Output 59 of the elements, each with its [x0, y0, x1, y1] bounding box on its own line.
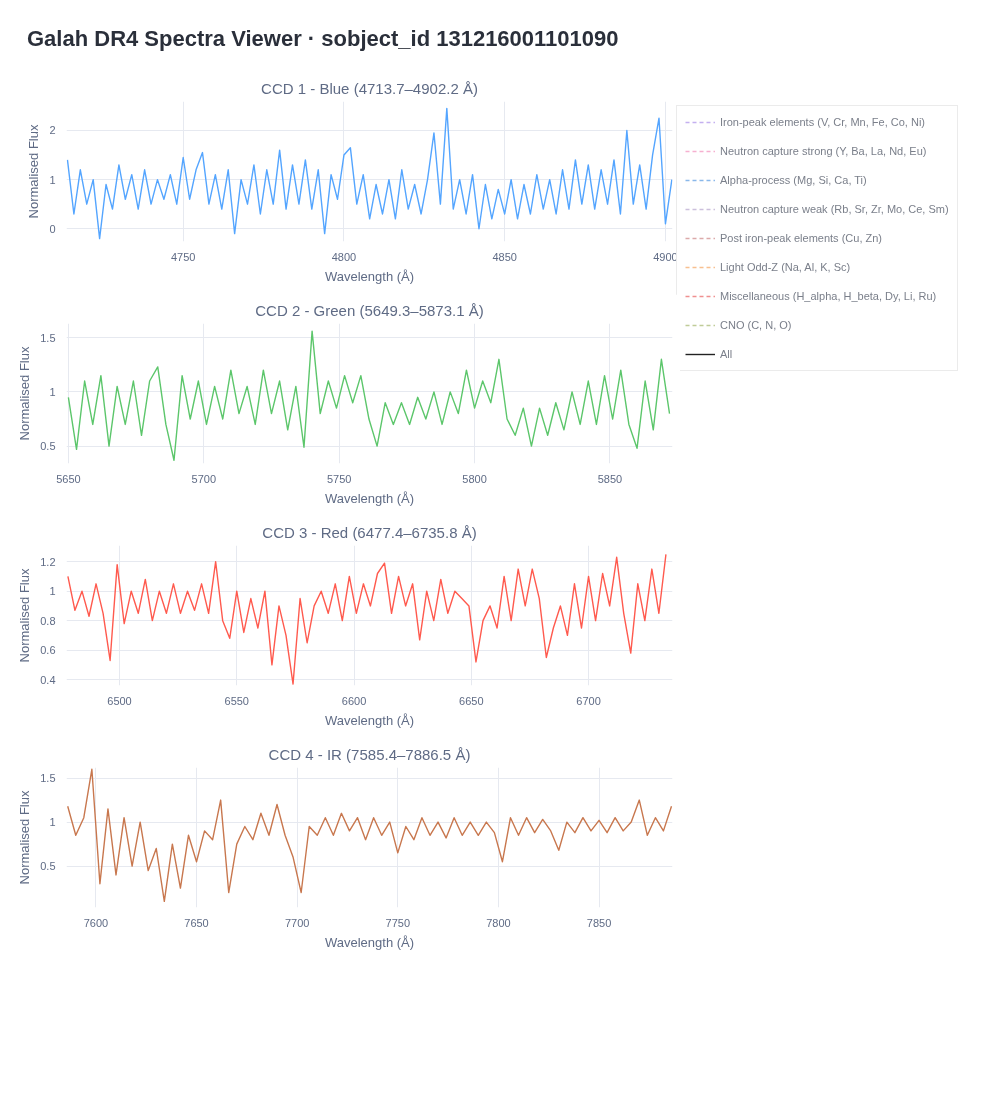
x-tick-label: 5850	[597, 472, 623, 485]
y-tick-label: 0.5	[40, 440, 56, 453]
chart-title: CCD 2 - Green (5649.3–5873.1 Å)	[255, 301, 484, 319]
x-axis-title: Wavelength (Å)	[324, 712, 415, 728]
y-tick-label: 0.8	[40, 614, 56, 627]
x-tick-label: 7850	[586, 916, 612, 929]
legend-label: Miscellaneous (H_alpha, H_beta, Dy, Li, Ru)	[720, 289, 937, 304]
x-tick-label: 7750	[385, 916, 411, 929]
y-tick-label: 1	[49, 173, 56, 186]
legend-label: Post iron-peak elements (Cu, Zn)	[720, 231, 883, 246]
legend-label: Neutron capture weak (Rb, Sr, Zr, Mo, Ce, Sm)	[720, 202, 949, 217]
y-tick-label: 1.5	[40, 331, 56, 344]
legend-label: Light Odd-Z (Na, Al, K, Sc)	[720, 260, 851, 275]
x-tick-label: 6600	[341, 694, 367, 707]
text: Galah DR4 Spectra Viewer · sobject_id 131216001101090	[27, 26, 619, 51]
x-axis-title: Wavelength (Å)	[324, 934, 415, 950]
x-tick-label: 6650	[459, 694, 484, 707]
x-tick-label: 5800	[462, 472, 487, 485]
y-tick-label: 0.5	[40, 860, 56, 873]
x-tick-label: 4850	[492, 250, 517, 263]
y-tick-label: 0	[49, 222, 56, 235]
chart-title: CCD 1 - Blue (4713.7–4902.2 Å)	[261, 79, 478, 97]
y-tick-label: 0.4	[40, 673, 56, 686]
x-tick-label: 7650	[184, 916, 209, 929]
line-series	[67, 330, 671, 461]
y-axis-title: Normalised Flux	[17, 346, 33, 441]
legend-label: Alpha-process (Mg, Si, Ca, Ti)	[720, 173, 867, 188]
x-tick-label: 6700	[576, 694, 601, 707]
x-tick-label: 6550	[224, 694, 250, 707]
x-tick-label: 4800	[331, 250, 357, 263]
y-axis-title: Normalised Flux	[26, 124, 42, 219]
y-tick-label: 2	[49, 124, 56, 137]
y-tick-label: 1.2	[40, 555, 56, 568]
y-tick-label: 0.6	[40, 644, 56, 657]
x-tick-label: 5750	[326, 472, 352, 485]
line-series	[67, 553, 667, 685]
x-axis-title: Wavelength (Å)	[324, 268, 415, 284]
chart-title: CCD 3 - Red (6477.4–6735.8 Å)	[262, 523, 477, 541]
x-tick-label: 6500	[107, 694, 132, 707]
legend-label: Iron-peak elements (V, Cr, Mn, Fe, Co, Ni)	[720, 115, 925, 130]
x-tick-label: 5650	[56, 472, 81, 485]
y-tick-label: 1.5	[40, 772, 56, 785]
legend-label: All	[720, 347, 734, 362]
line-series	[66, 107, 673, 240]
y-tick-label: 1	[49, 585, 56, 598]
y-axis-title: Normalised Flux	[17, 790, 33, 885]
line-series	[67, 768, 673, 903]
y-axis-title: Normalised Flux	[17, 568, 33, 663]
x-tick-label: 7800	[486, 916, 511, 929]
chart-title: CCD 4 - IR (7585.4–7886.5 Å)	[268, 745, 471, 763]
x-tick-label: 7700	[284, 916, 310, 929]
legend-label: Neutron capture strong (Y, Ba, La, Nd, Eu)	[720, 144, 927, 159]
y-tick-label: 1	[49, 385, 56, 398]
x-tick-label: 7600	[83, 916, 109, 929]
y-tick-label: 1	[49, 816, 56, 829]
legend-label: CNO (C, N, O)	[720, 318, 792, 333]
x-tick-label: 4750	[170, 250, 196, 263]
x-tick-label: 5700	[191, 472, 217, 485]
x-axis-title: Wavelength (Å)	[324, 490, 415, 506]
